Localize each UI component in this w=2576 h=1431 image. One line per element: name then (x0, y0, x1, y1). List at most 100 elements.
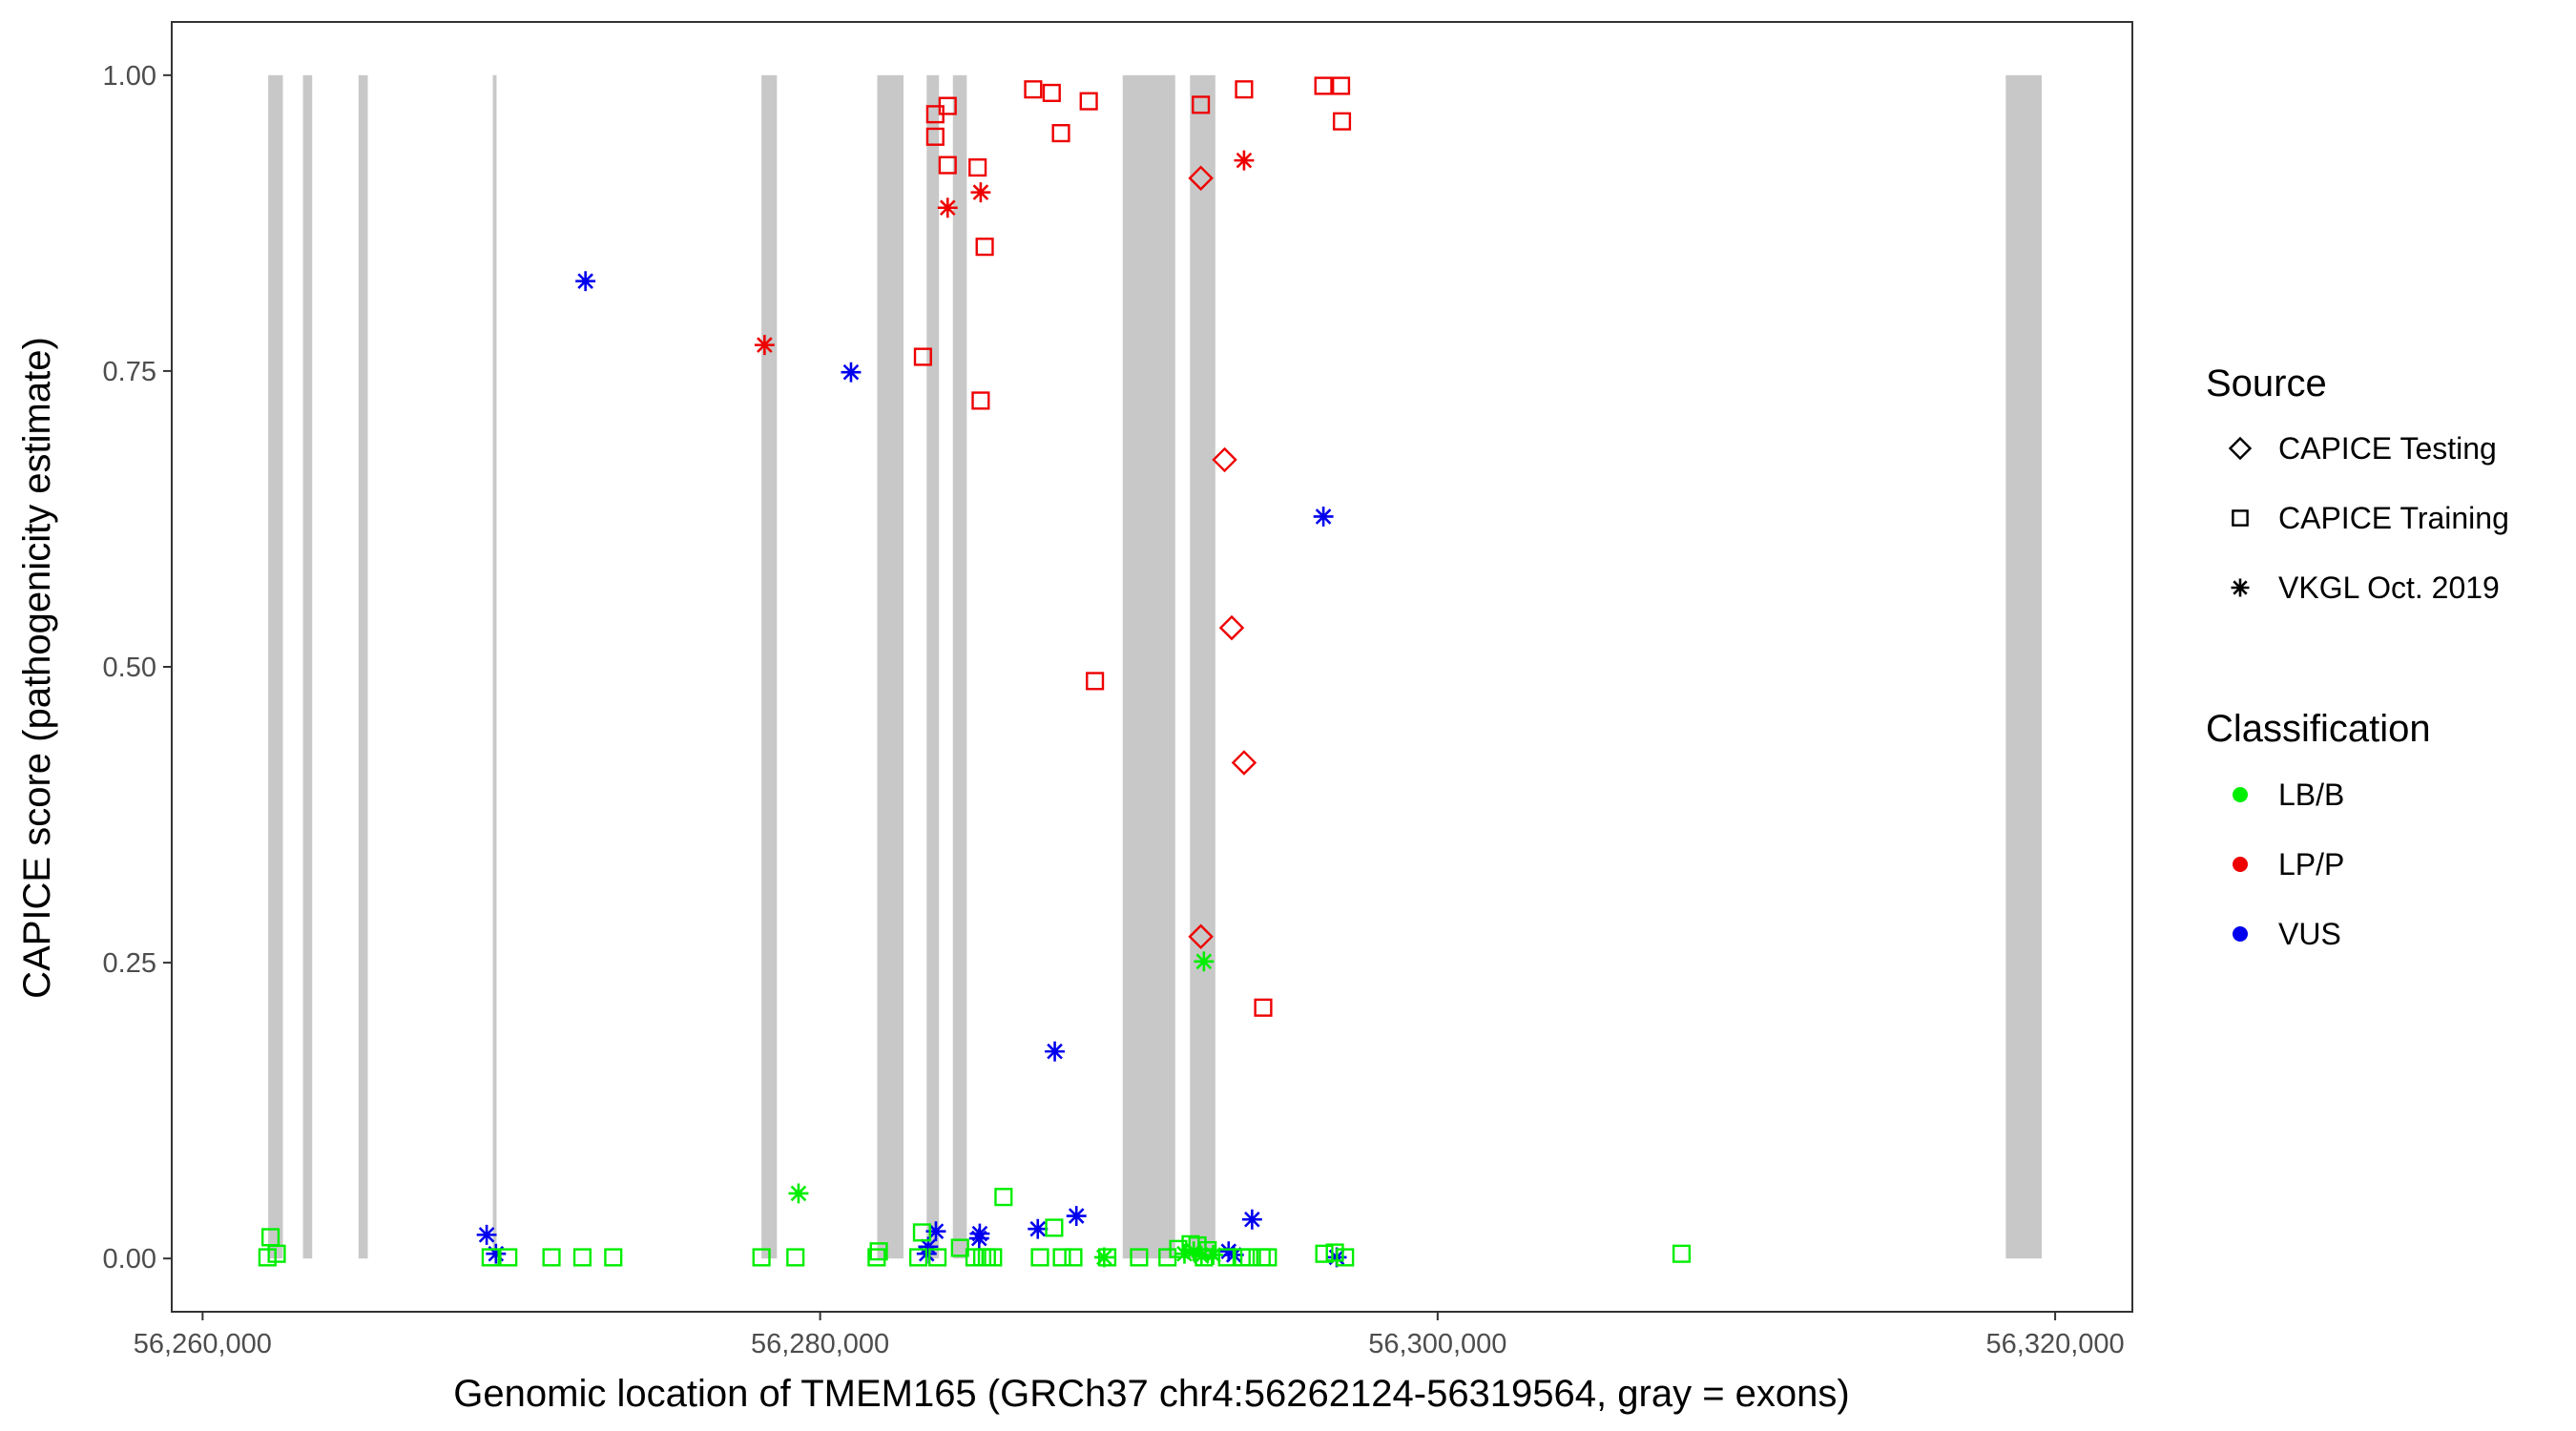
data-point (1098, 1248, 1117, 1267)
data-point (1336, 1248, 1355, 1267)
data-point (1188, 1235, 1207, 1255)
data-point (937, 197, 958, 218)
data-point (267, 1244, 286, 1263)
x-axis-title: Genomic location of TMEM165 (GRCh37 chr4… (453, 1373, 1849, 1415)
data-point (575, 271, 596, 292)
data-point (1192, 95, 1211, 114)
y-axis-title: CAPICE score (pathogenicity estimate) (16, 337, 58, 999)
y-tick-label: 0.25 (103, 948, 156, 979)
data-point (950, 1238, 969, 1257)
legend-source-label: VKGL Oct. 2019 (2278, 570, 2500, 605)
legend-class-label: LB/B (2278, 778, 2344, 812)
legend-classification-title: Classification (2206, 708, 2431, 750)
data-point (1079, 92, 1098, 111)
data-point (1194, 951, 1215, 972)
data-point (1169, 1239, 1188, 1258)
data-point (1052, 1248, 1071, 1267)
data-point (1203, 1245, 1224, 1265)
x-tick-label: 56,260,000 (134, 1329, 272, 1359)
x-tick-label: 56,280,000 (751, 1329, 889, 1359)
data-point (867, 1248, 886, 1267)
data-point (1234, 150, 1255, 171)
legend-class-key (2233, 857, 2248, 872)
y-tick-label: 1.00 (103, 61, 156, 92)
data-point (499, 1248, 518, 1267)
legend-class-label: LP/P (2278, 847, 2344, 881)
data-point (604, 1248, 623, 1267)
exon-band (1122, 74, 1175, 1259)
exon-band (492, 74, 497, 1259)
data-point (1086, 672, 1105, 691)
data-point (1313, 507, 1334, 527)
legend-source-key (2231, 578, 2250, 597)
data-point (1235, 80, 1254, 99)
data-point (1217, 1248, 1236, 1267)
data-point (984, 1248, 1003, 1267)
y-axis: 0.00 0.25 0.50 0.75 1.00 (103, 61, 172, 1275)
legend: Source Classification CAPICE Testing CAPI… (2206, 363, 2509, 951)
data-point (1188, 165, 1214, 191)
data-point (1239, 1248, 1259, 1267)
legend-class-key (2233, 787, 2248, 802)
exon-layer (268, 74, 2042, 1259)
data-point (542, 1248, 561, 1267)
data-point (1212, 446, 1237, 473)
exon-band (952, 74, 967, 1259)
legend-source-key (2232, 509, 2249, 527)
exon-band (302, 74, 313, 1259)
legend-source-title: Source (2206, 363, 2327, 404)
data-point (975, 238, 994, 257)
data-point (970, 182, 991, 203)
exon-band (2005, 74, 2042, 1259)
data-point (1045, 1041, 1066, 1062)
exon-band (268, 74, 283, 1259)
data-point (1188, 923, 1214, 950)
data-point (1130, 1248, 1149, 1267)
data-point (1332, 112, 1352, 131)
data-point (1028, 1218, 1049, 1239)
x-tick-label: 56,300,000 (1368, 1329, 1506, 1359)
legend-class-label: VUS (2278, 917, 2341, 951)
x-tick-label: 56,320,000 (1986, 1329, 2125, 1359)
exon-band (877, 74, 904, 1259)
data-point (1325, 1243, 1344, 1262)
y-tick-label: 0.75 (103, 357, 156, 387)
exon-band (1190, 74, 1215, 1259)
data-point (925, 127, 945, 146)
data-point (1066, 1206, 1087, 1226)
y-tick-label: 0.00 (103, 1244, 156, 1275)
data-point (1198, 1240, 1217, 1260)
data-point (1024, 80, 1043, 99)
data-point (1672, 1244, 1692, 1263)
data-point (918, 1236, 939, 1257)
data-point (1254, 998, 1273, 1017)
data-point (971, 391, 990, 410)
data-point (1051, 124, 1070, 143)
data-point (1241, 1209, 1262, 1230)
data-point (1191, 1246, 1212, 1267)
data-point (476, 1224, 497, 1245)
data-point (994, 1188, 1013, 1207)
data-point (754, 335, 775, 356)
data-point (925, 1221, 946, 1242)
legend-class-key (2233, 926, 2248, 942)
data-point (1030, 1248, 1049, 1267)
data-point (752, 1248, 771, 1267)
points-layer (258, 76, 1692, 1268)
data-point (786, 1248, 805, 1267)
data-point (869, 1242, 888, 1261)
data-point (1064, 1248, 1083, 1267)
data-point (912, 1223, 931, 1242)
data-point (1314, 76, 1333, 95)
data-point (1258, 1248, 1278, 1267)
data-point (913, 347, 932, 366)
data-point (908, 1248, 928, 1267)
legend-source-key (2228, 436, 2253, 461)
data-point (1218, 614, 1245, 641)
exon-band (358, 74, 368, 1259)
data-point (968, 1228, 989, 1249)
data-point (1045, 1218, 1064, 1237)
data-point (1042, 83, 1061, 102)
data-point (481, 1248, 500, 1267)
data-point (1315, 1244, 1334, 1263)
